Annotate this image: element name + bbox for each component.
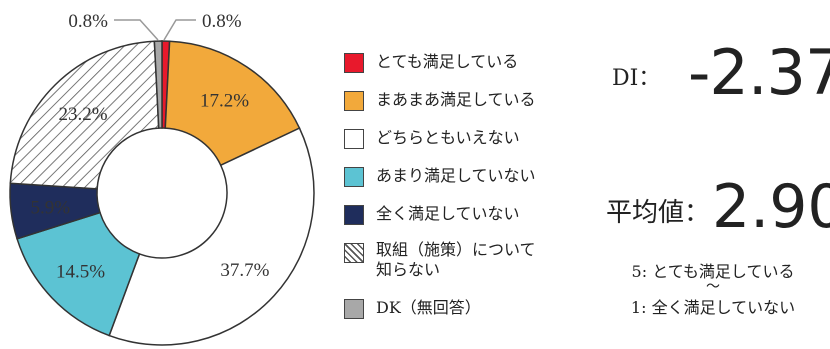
legend-swatch (344, 129, 364, 149)
legend-swatch (344, 299, 364, 319)
legend-label: まあまあ満足している (376, 90, 536, 109)
donut-chart: 17.2% 37.7% 14.5% 5.9% 23.2% 0.8% 0.8% (9, 11, 315, 346)
slice-label-3: 37.7% (220, 260, 269, 281)
callout-label-right: 0.8% (202, 11, 242, 32)
legend-swatch (344, 91, 364, 111)
callout-label-left: 0.8% (68, 11, 108, 32)
slice-label-2: 17.2% (200, 91, 249, 112)
slice-label-4: 14.5% (56, 262, 105, 283)
legend-item: どちらともいえない (344, 126, 574, 152)
slice-3 (108, 127, 315, 346)
legend-item: あまり満足していない (344, 164, 574, 190)
legend-label: DK（無回答） (376, 298, 481, 317)
legend-label: とても満足している (376, 52, 519, 71)
scale-top-label: 5: とても満足している (631, 262, 795, 281)
slice-6 (9, 40, 160, 190)
legend-swatch (344, 205, 364, 225)
legend-item: 取組（施策）について 知らない (344, 240, 574, 279)
scale-bottom-label: 1: 全く満足していない (630, 298, 796, 317)
legend-swatch (344, 53, 364, 73)
mean-value: 2.90 (712, 172, 830, 242)
legend-label: 取組（施策）について 知らない (376, 240, 536, 279)
di-value: -2.37 (688, 36, 830, 109)
slice-7 (153, 40, 163, 129)
legend-swatch (344, 167, 364, 187)
legend-item: とても満足している (344, 50, 574, 76)
callout-line-left (114, 19, 159, 41)
slice-label-5: 5.9% (31, 198, 71, 219)
legend-label: 全く満足していない (376, 204, 520, 223)
callout-line-right (163, 19, 196, 41)
mean-label: 平均値： (606, 198, 711, 228)
slice-4 (16, 211, 141, 337)
legend-item: DK（無回答） (344, 296, 574, 322)
legend-item: 全く満足していない (344, 202, 574, 228)
legend-swatch (344, 243, 364, 263)
di-label: DI： (612, 66, 661, 91)
legend-item: まあまあ満足している (344, 88, 574, 114)
slice-2 (164, 40, 301, 167)
scale-range-mark: 〜 (706, 279, 720, 295)
legend-label: あまり満足していない (376, 166, 536, 185)
legend-label: どちらともいえない (376, 128, 520, 147)
slice-label-6: 23.2% (58, 104, 107, 125)
